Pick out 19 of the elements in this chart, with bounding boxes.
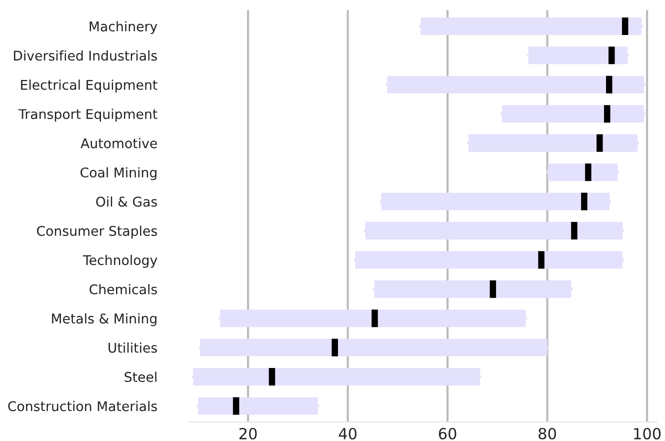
y-tick-label: Technology [82,254,158,268]
y-tick-label: Machinery [90,21,158,34]
y-tick-label: Chemicals [90,284,157,294]
y-tick-label: Transport Equipment [18,108,158,122]
y-tick-label: Oil & Gas [96,196,157,207]
y-tick-label: Coal Mining [80,167,156,180]
y-tick-label: Construction Materials [8,400,157,412]
y-tick-label: Consumer Staples [36,226,157,239]
x-tick-label: 60 [438,428,456,440]
x-tick-label: 80 [538,428,556,440]
x-tick-label: 40 [338,428,356,440]
y-tick-label: Diversified Industrials [14,50,157,61]
y-tick-label: Metals & Mining [52,313,156,326]
y-tick-label: Utilities [108,342,157,353]
y-tick-label: Steel [124,372,156,382]
x-tick-label: 20 [239,428,257,440]
y-tick-label: Automotive [80,138,157,148]
x-tick-label: 100 [634,428,661,440]
y-tick-label: Electrical Equipment [21,80,158,92]
